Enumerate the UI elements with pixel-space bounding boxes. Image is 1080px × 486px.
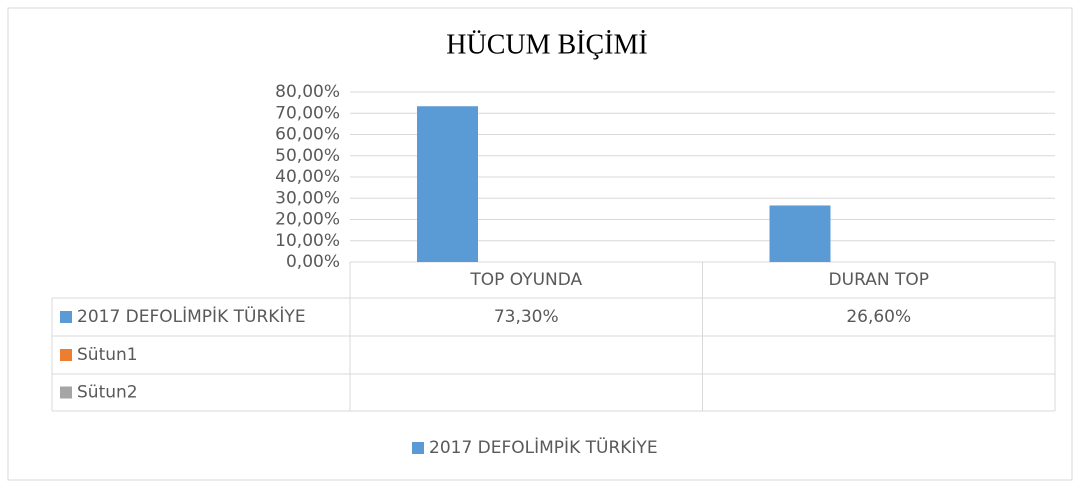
y-tick-label: 70,00% [275, 103, 340, 123]
table-value: 26,60% [846, 307, 911, 327]
table-series-label: Sütun1 [77, 345, 138, 365]
bar [769, 205, 831, 262]
y-tick-label: 60,00% [275, 125, 340, 145]
chart-border [7, 7, 1073, 481]
bar [417, 106, 478, 262]
legend-label: 2017 DEFOLİMPİK TÜRKİYE [429, 436, 658, 458]
x-tick-label: DURAN TOP [829, 270, 929, 290]
y-tick-label: 20,00% [275, 210, 340, 230]
legend-swatch [60, 311, 72, 323]
table-value: 73,30% [494, 307, 559, 327]
y-tick-label: 80,00% [275, 82, 340, 102]
legend-swatch [412, 442, 424, 454]
y-tick-label: 50,00% [275, 146, 340, 166]
x-tick-label: TOP OYUNDA [469, 270, 582, 290]
y-tick-label: 0,00% [286, 252, 340, 272]
y-tick-label: 30,00% [275, 188, 340, 208]
legend-swatch [60, 349, 72, 361]
y-tick-label: 10,00% [275, 231, 340, 251]
table-series-label: Sütun2 [77, 383, 138, 403]
legend-swatch [60, 386, 72, 399]
table-series-label: 2017 DEFOLİMPİK TÜRKİYE [77, 305, 306, 327]
y-tick-label: 40,00% [275, 167, 340, 187]
chart-title: HÜCUM BİÇİMİ [446, 29, 647, 60]
